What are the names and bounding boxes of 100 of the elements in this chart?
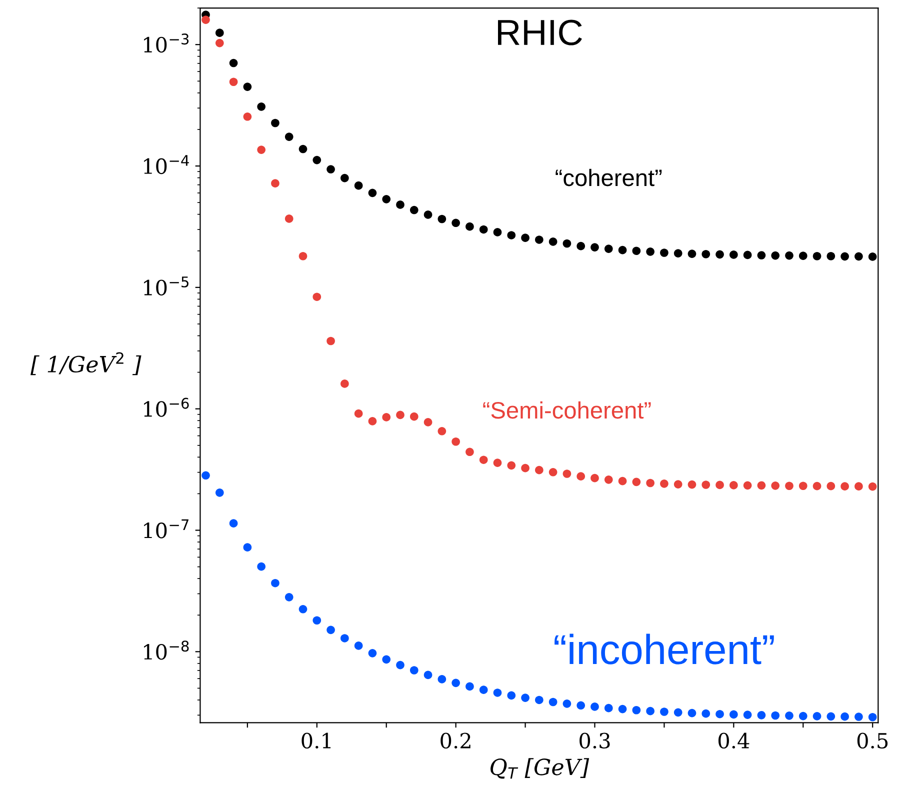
point	[785, 482, 794, 490]
point	[535, 236, 544, 244]
point	[743, 710, 752, 719]
point	[382, 413, 391, 422]
point	[576, 701, 586, 710]
chart-title: RHIC	[498, 20, 582, 46]
point	[521, 464, 530, 472]
point	[284, 132, 294, 141]
point	[562, 470, 572, 478]
point	[466, 682, 474, 691]
point	[730, 250, 738, 259]
point	[854, 482, 863, 490]
point	[826, 482, 836, 490]
point	[479, 225, 488, 234]
point	[798, 482, 808, 490]
point	[284, 214, 294, 223]
point	[785, 251, 794, 260]
point	[730, 481, 738, 490]
point	[757, 481, 766, 490]
point	[354, 409, 363, 418]
point	[548, 238, 558, 246]
point	[312, 292, 322, 302]
point	[340, 634, 349, 642]
point	[271, 578, 280, 588]
point	[257, 562, 266, 571]
series-label: “Semi-coherent”	[483, 401, 651, 419]
x-tick-label: 0.5	[857, 732, 888, 749]
point	[840, 252, 849, 261]
point	[382, 195, 391, 204]
point	[868, 712, 877, 722]
point	[604, 704, 613, 712]
point	[340, 380, 349, 388]
point	[646, 247, 654, 256]
point	[840, 482, 849, 490]
point	[743, 481, 752, 490]
point	[257, 146, 266, 154]
point	[854, 252, 863, 261]
point	[257, 102, 266, 111]
point	[535, 696, 544, 704]
point	[312, 156, 322, 164]
point	[326, 165, 335, 174]
x-tick-label: 0.2	[440, 732, 470, 749]
point	[548, 468, 558, 476]
point	[438, 426, 446, 436]
point	[466, 222, 474, 231]
point	[688, 250, 696, 258]
point	[688, 480, 696, 489]
point	[396, 410, 404, 420]
point	[229, 78, 238, 86]
point	[660, 479, 668, 488]
point	[410, 412, 418, 421]
point	[493, 458, 502, 468]
point	[466, 448, 474, 456]
point	[590, 474, 599, 482]
point	[312, 616, 322, 625]
point	[521, 694, 530, 702]
point	[716, 710, 724, 718]
point	[438, 675, 446, 684]
point	[215, 38, 224, 48]
point	[271, 179, 280, 188]
point	[479, 686, 488, 694]
point	[702, 480, 710, 489]
point	[590, 243, 599, 252]
point	[826, 712, 836, 721]
point	[618, 246, 627, 254]
point	[632, 706, 641, 714]
point	[646, 706, 654, 716]
point	[840, 712, 849, 721]
y-tick-label: 10$^{−6}$	[144, 398, 189, 417]
point	[493, 228, 502, 236]
point	[812, 252, 822, 260]
point	[452, 437, 460, 446]
point	[604, 475, 613, 484]
point	[368, 188, 377, 198]
series-label: “incoherent”	[554, 634, 774, 664]
point	[798, 252, 808, 260]
point	[632, 246, 641, 256]
point	[785, 712, 794, 720]
point	[243, 112, 252, 121]
point	[562, 239, 572, 248]
point	[702, 250, 710, 258]
text: “coherent”	[556, 168, 662, 186]
point	[452, 678, 460, 688]
point	[798, 712, 808, 720]
point	[743, 250, 752, 260]
point	[716, 250, 724, 259]
point	[576, 242, 586, 250]
point	[298, 252, 308, 260]
point	[771, 251, 780, 260]
point	[202, 16, 210, 24]
point	[632, 478, 641, 486]
point	[507, 461, 516, 470]
point	[493, 688, 502, 697]
point	[202, 471, 210, 480]
point	[548, 698, 558, 706]
point	[229, 519, 238, 528]
point	[326, 336, 335, 346]
point	[271, 118, 280, 128]
point	[479, 456, 488, 464]
point	[354, 642, 363, 650]
